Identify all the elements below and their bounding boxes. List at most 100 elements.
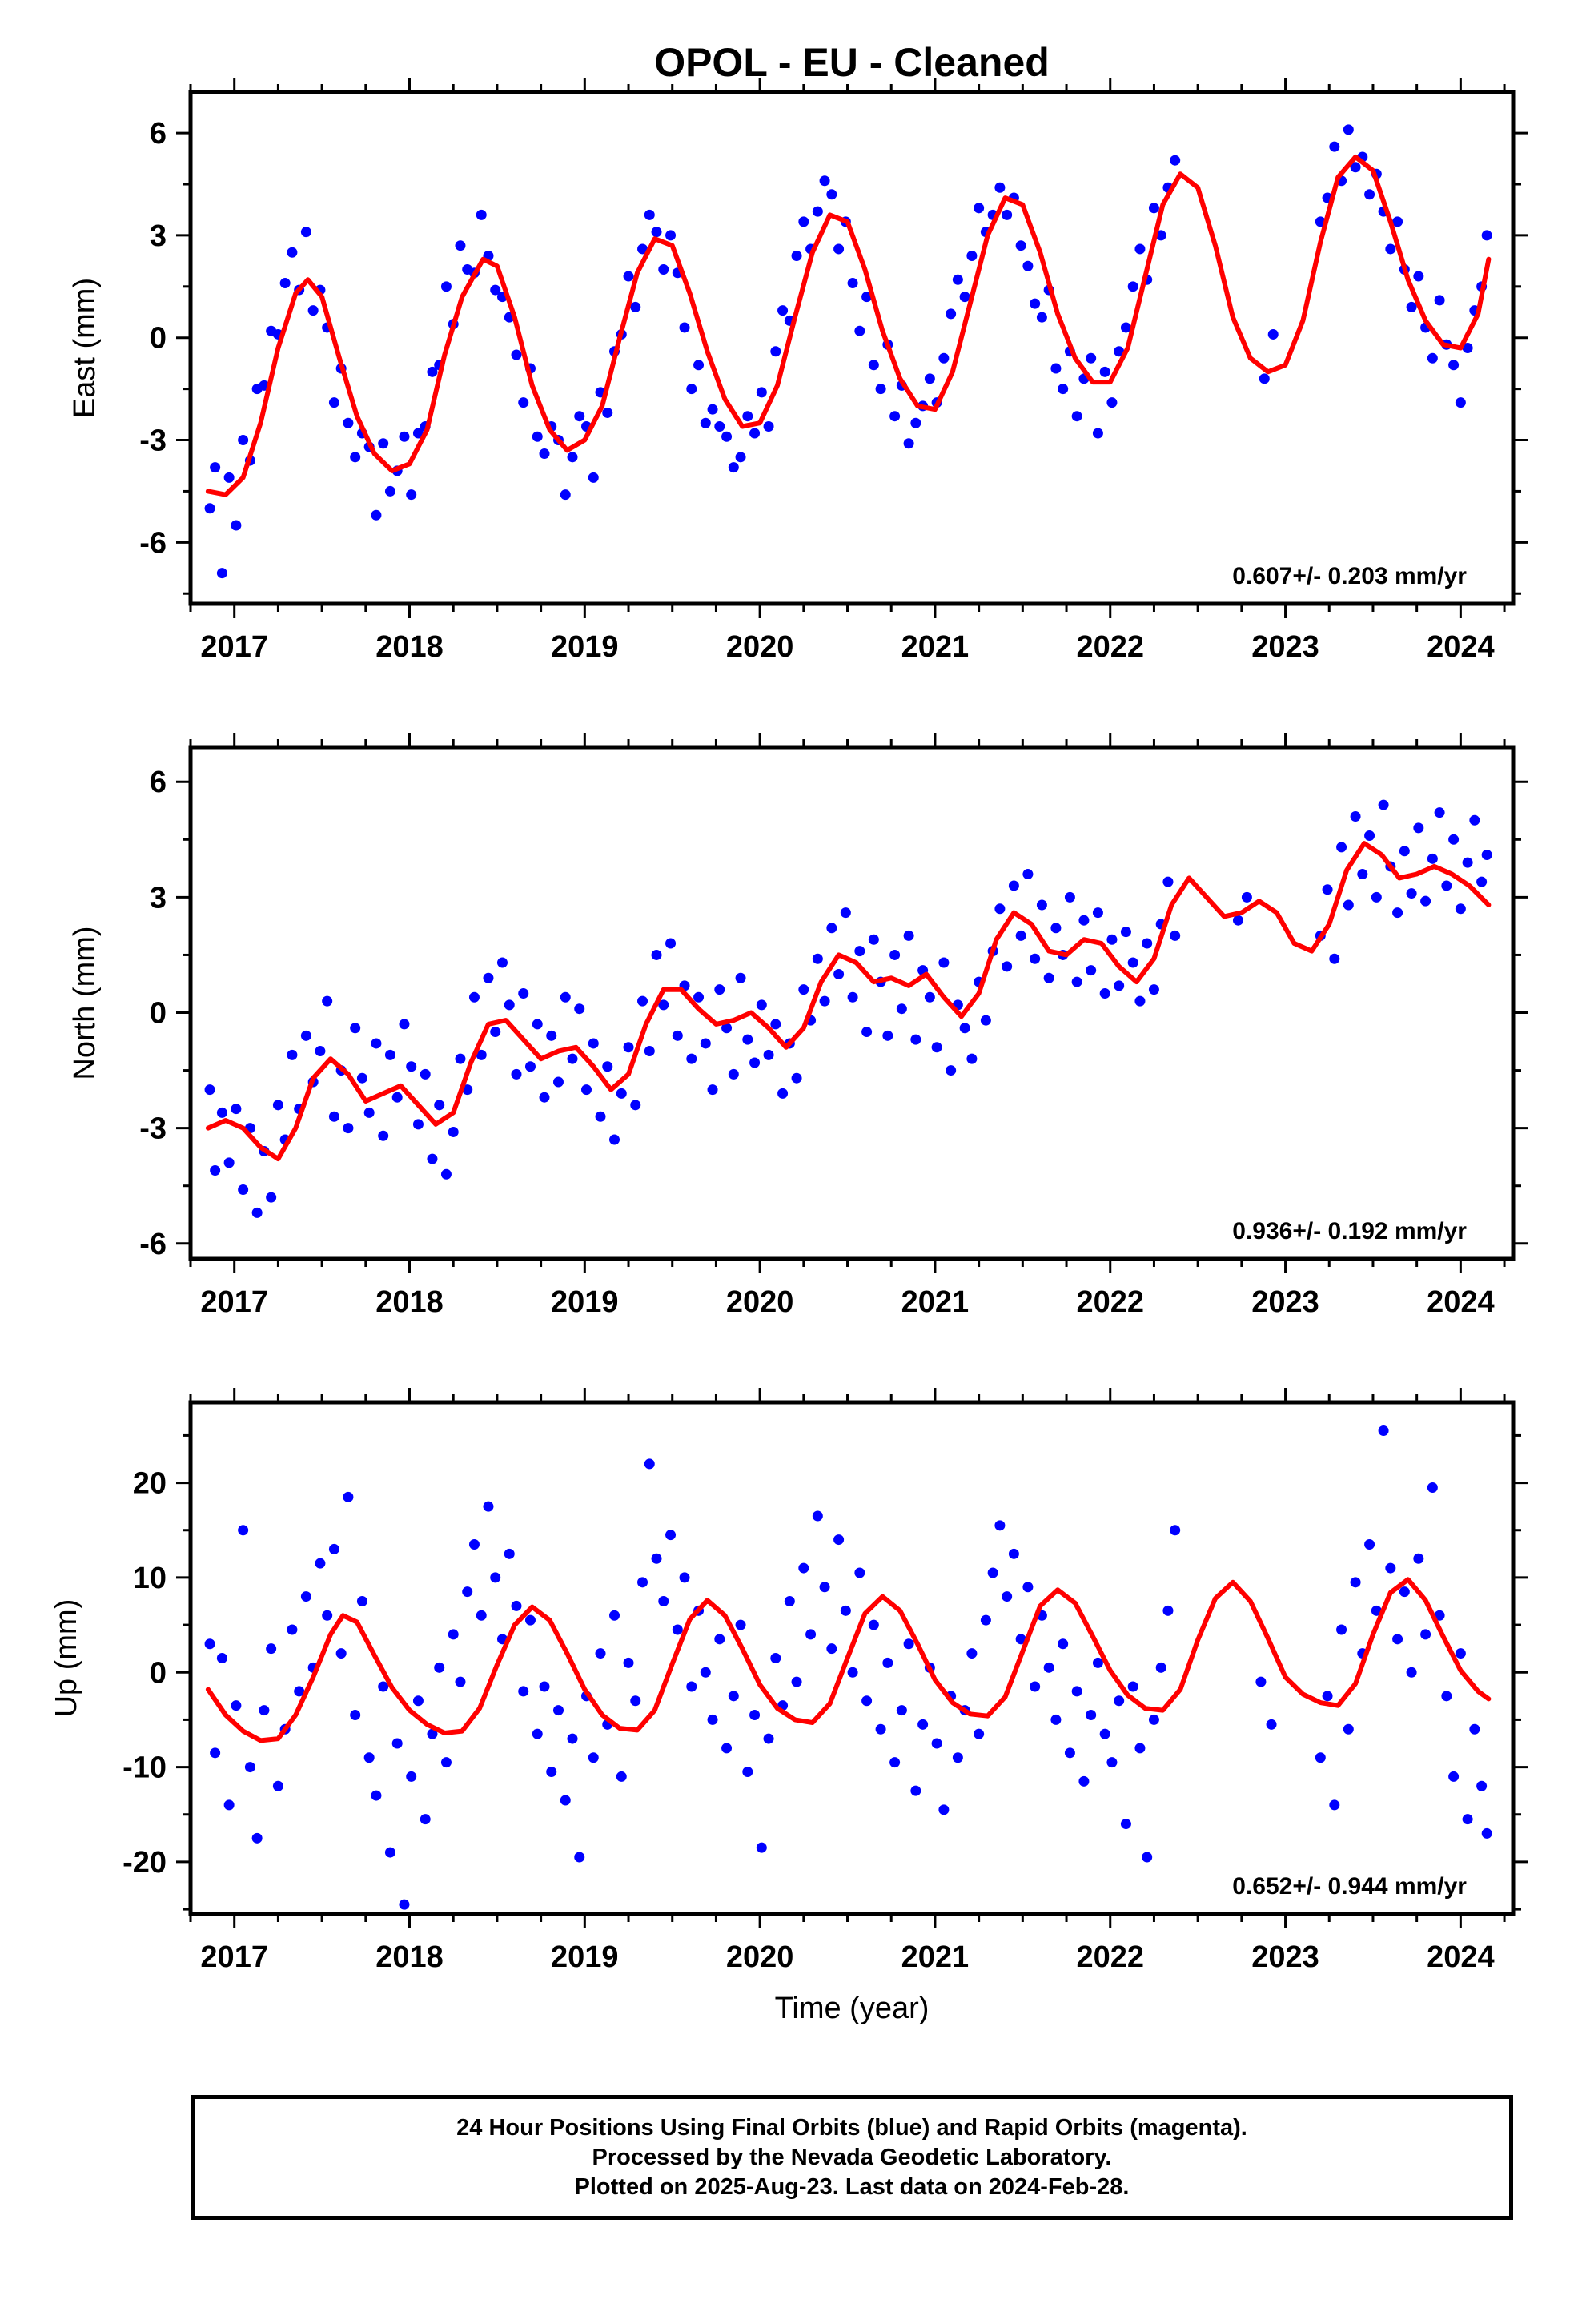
north-data-point: [1022, 869, 1034, 880]
up-data-point: [686, 1681, 697, 1692]
up-data-point: [854, 1567, 865, 1578]
up-data-point: [1127, 1681, 1138, 1692]
north-data-point: [266, 1192, 277, 1203]
up-data-point: [1364, 1539, 1375, 1550]
up-data-point: [1385, 1562, 1396, 1574]
east-y-tick-label: 3: [150, 219, 167, 253]
up-data-point: [833, 1534, 845, 1546]
up-data-point: [210, 1747, 221, 1759]
north-x-tick-label: 2017: [200, 1285, 268, 1319]
north-data-point: [322, 995, 333, 1007]
north-x-tick-label: 2019: [551, 1285, 619, 1319]
north-data-point: [910, 1034, 921, 1045]
up-data-point: [490, 1572, 501, 1583]
north-data-point: [1364, 830, 1375, 842]
east-data-point: [378, 438, 389, 449]
east-data-point: [490, 284, 501, 296]
north-data-point: [616, 1088, 627, 1099]
up-data-point: [700, 1667, 711, 1678]
north-data-point: [315, 1046, 326, 1057]
up-data-point: [266, 1643, 277, 1655]
north-data-point: [1086, 965, 1097, 976]
east-data-point: [714, 420, 725, 432]
north-data-point: [1127, 957, 1138, 968]
east-data-point: [1058, 384, 1069, 395]
north-data-point: [1455, 903, 1466, 915]
up-data-point: [735, 1619, 746, 1630]
east-data-point: [875, 384, 886, 395]
up-data-point: [356, 1596, 367, 1606]
up-data-point: [994, 1520, 1006, 1531]
north-data-point: [1413, 822, 1424, 834]
north-data-point: [882, 1030, 893, 1041]
east-y-tick-label: 6: [150, 117, 167, 151]
up-data-point: [420, 1814, 431, 1825]
north-data-point: [1036, 899, 1047, 911]
east-data-point: [210, 462, 221, 473]
north-data-point: [749, 1057, 761, 1068]
north-data-point: [1371, 891, 1382, 903]
east-y-tick-label: -6: [139, 526, 167, 560]
up-data-point: [938, 1804, 950, 1815]
up-data-point: [784, 1596, 795, 1606]
north-data-point: [946, 1065, 957, 1076]
east-data-point: [868, 360, 879, 371]
up-data-point: [721, 1743, 733, 1754]
north-data-point: [896, 1003, 907, 1015]
east-data-point: [861, 292, 873, 303]
north-data-point: [490, 1027, 501, 1038]
north-data-point: [924, 991, 935, 1003]
east-data-point: [903, 438, 914, 449]
east-data-point: [910, 417, 921, 428]
up-data-point: [1002, 1591, 1013, 1602]
up-y-tick-label: 10: [133, 1562, 167, 1595]
east-data-point: [735, 452, 746, 463]
up-data-point: [1481, 1827, 1492, 1839]
north-data-point: [644, 1046, 655, 1057]
up-data-point: [798, 1562, 809, 1574]
north-data-point: [812, 953, 823, 964]
north-data-point: [455, 1053, 466, 1064]
north-data-point: [448, 1126, 459, 1137]
up-data-point: [1399, 1586, 1410, 1598]
up-data-point: [1114, 1695, 1125, 1707]
east-data-point: [770, 346, 781, 357]
north-y-tick-label: 6: [150, 766, 167, 799]
north-data-point: [1114, 980, 1125, 991]
north-data-point: [1099, 987, 1110, 999]
up-data-point: [560, 1795, 571, 1806]
up-plot-frame: [188, 1400, 1516, 1916]
up-data-point: [1322, 1691, 1333, 1702]
north-data-point: [251, 1207, 263, 1218]
east-data-point: [511, 349, 522, 360]
north-data-point: [1322, 884, 1333, 895]
north-model-curve: [205, 841, 1492, 1162]
up-data-point: [350, 1710, 361, 1720]
east-data-point: [1036, 312, 1047, 323]
north-data-point: [847, 991, 858, 1003]
up-data-point: [216, 1653, 227, 1663]
north-data-point: [300, 1030, 311, 1041]
footer-box: 24 Hour Positions Using Final Orbits (bl…: [191, 2095, 1513, 2220]
east-data-point: [371, 509, 382, 521]
north-y-axis-label: North (mm): [68, 926, 102, 1080]
east-data-point: [588, 472, 599, 483]
east-data-point: [742, 411, 753, 422]
up-data-point: [546, 1767, 557, 1777]
up-plot-area: [204, 1425, 1492, 1910]
up-data-point: [1078, 1775, 1090, 1787]
north-data-point: [651, 949, 662, 960]
east-data-point: [728, 462, 739, 473]
east-data-point: [798, 216, 809, 227]
up-data-point: [462, 1586, 473, 1598]
north-data-point: [567, 1053, 578, 1064]
north-data-point: [350, 1023, 361, 1034]
east-data-point: [665, 230, 677, 241]
up-data-point: [427, 1728, 438, 1739]
north-data-point: [1030, 953, 1041, 964]
north-data-point: [412, 1119, 424, 1130]
up-data-point: [244, 1762, 255, 1773]
east-data-point: [287, 247, 298, 258]
up-y-tick-label: -10: [122, 1751, 167, 1785]
east-data-point: [952, 274, 963, 285]
